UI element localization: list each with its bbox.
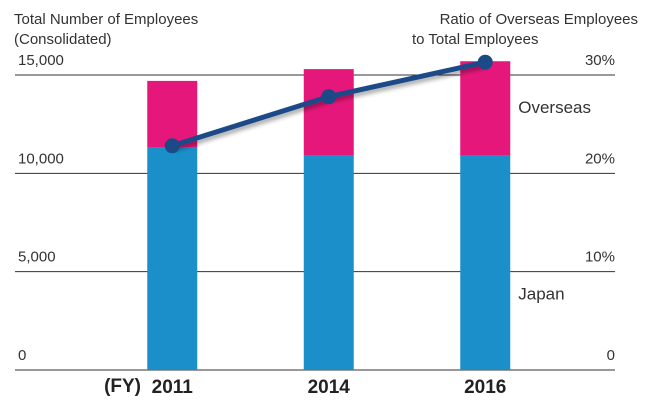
bar-segment — [460, 61, 511, 156]
line-point — [164, 138, 180, 154]
bar-segment — [147, 80, 198, 148]
y2-tick-label: 30% — [585, 52, 615, 69]
y-tick-label: 15,000 — [18, 52, 64, 69]
y2-axis-title: to Total Employees — [412, 31, 538, 48]
y2-tick-label: 10% — [585, 249, 615, 266]
bar-segment — [303, 155, 354, 370]
bar-segment — [460, 155, 511, 370]
y-axis-title: Total Number of Employees — [14, 11, 198, 28]
y2-tick-label: 0 — [607, 347, 615, 364]
line-point — [477, 54, 493, 70]
y2-axis-title: Ratio of Overseas Employees — [440, 11, 638, 28]
y-axis-title: (Consolidated) — [14, 31, 112, 48]
series-label: Japan — [518, 284, 564, 303]
series-label: Overseas — [518, 98, 591, 117]
bar-segment — [147, 147, 198, 370]
y-tick-label: 5,000 — [18, 249, 56, 266]
x-tick-label: 2011 — [152, 377, 194, 398]
bar-segment — [303, 69, 354, 156]
y-tick-label: 0 — [18, 347, 26, 364]
y-tick-label: 10,000 — [18, 150, 64, 167]
x-axis-title: (FY) — [104, 376, 141, 397]
line-point — [321, 89, 337, 105]
x-tick-label: 2016 — [464, 377, 506, 398]
y2-tick-label: 20% — [585, 150, 615, 167]
x-tick-label: 2014 — [308, 377, 351, 398]
